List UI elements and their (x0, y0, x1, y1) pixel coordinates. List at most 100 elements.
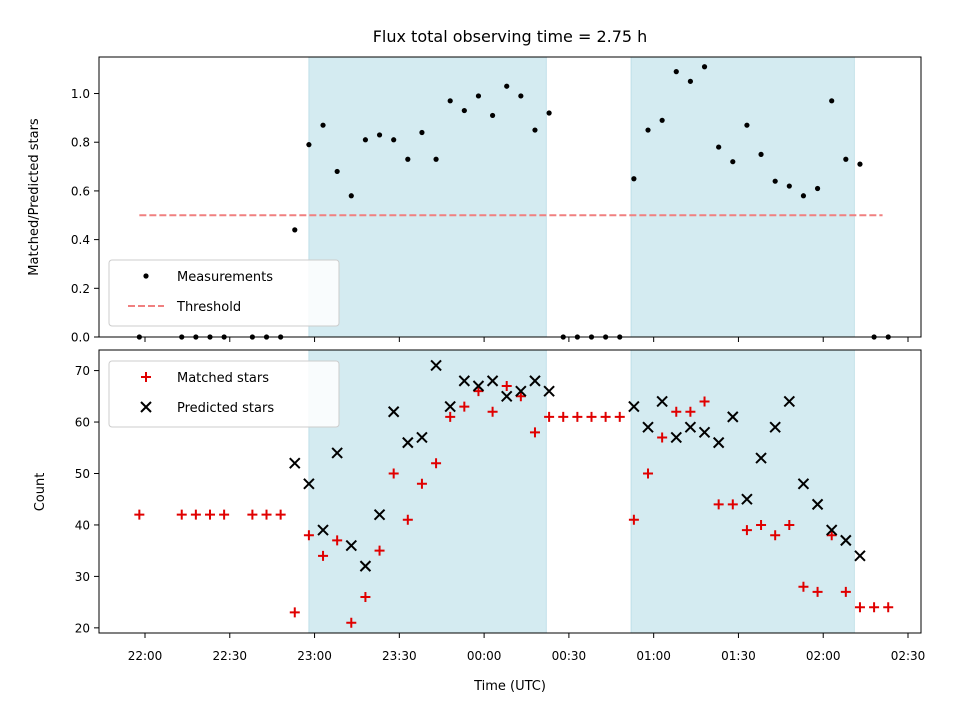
bottom-predicted-stars (289, 359, 866, 572)
measurement-point (532, 127, 538, 133)
measurement-point (475, 93, 482, 99)
measurement-point (518, 93, 524, 99)
legend-matched-marker (141, 372, 151, 382)
measurement-point (687, 78, 694, 84)
x-tick-label: 02:30 (891, 649, 926, 663)
predicted-star-marker (797, 478, 810, 490)
x-tick-label: 01:30 (721, 649, 756, 663)
observing-span-2 (630, 56, 855, 338)
matched-star-marker (770, 530, 781, 541)
x-tick-label: 01:00 (636, 649, 671, 663)
measurement-point (730, 159, 736, 165)
measurement-point (447, 98, 453, 104)
matched-star-marker (727, 499, 738, 510)
matched-star-marker (572, 411, 583, 422)
x-tick-label: 00:30 (552, 649, 587, 663)
bottom-y-tick-label: 20 (75, 621, 90, 635)
matched-star-marker (741, 525, 752, 536)
x-tick-label: 00:00 (467, 649, 502, 663)
matched-star-marker (798, 581, 809, 592)
measurement-point (645, 127, 651, 133)
predicted-star-marker (741, 493, 753, 505)
matched-star-marker (402, 514, 413, 525)
top-y-tick-label: 0.4 (71, 233, 90, 247)
predicted-star-marker (345, 539, 358, 552)
predicted-star-marker (670, 431, 682, 444)
bottom-x-ticks: 22:00 22:30 23:00 23:30 00:00 00:30 01:00 01:30… (128, 633, 926, 663)
legend-predicted-marker (140, 401, 152, 413)
matched-star-marker (176, 509, 187, 520)
matched-star-marker (784, 519, 795, 530)
measurement-point (716, 144, 722, 150)
matched-star-marker (586, 411, 597, 422)
measurement-point (843, 156, 849, 162)
predicted-star-marker (317, 524, 329, 536)
observing-span-2 (630, 349, 855, 634)
matched-star-marker (600, 411, 611, 422)
predicted-star-marker (840, 534, 852, 547)
predicted-star-marker (416, 431, 428, 444)
predicted-star-marker (656, 395, 668, 408)
bottom-y-tick-label: 70 (75, 364, 90, 378)
measurement-point (659, 117, 665, 123)
measurement-point (800, 193, 807, 199)
matched-star-marker (247, 509, 258, 520)
predicted-star-marker (755, 452, 767, 464)
matched-star-marker (657, 432, 668, 443)
matched-star-marker (544, 411, 555, 422)
matched-star-marker (854, 602, 865, 613)
measurement-point (701, 64, 708, 70)
measurement-point (348, 193, 354, 199)
matched-star-marker (812, 586, 823, 597)
matched-star-marker (374, 545, 385, 556)
top-spans (308, 56, 855, 338)
measurement-point (391, 137, 397, 143)
matched-star-marker (685, 406, 696, 417)
matched-star-marker (459, 401, 470, 412)
matched-star-marker (473, 386, 484, 397)
top-legend: Measurements Threshold (108, 259, 340, 327)
measurement-point (419, 129, 425, 136)
predicted-star-marker (698, 426, 711, 439)
x-axis-label: Time (UTC) (473, 679, 546, 694)
matched-star-marker (360, 591, 371, 602)
matched-star-marker (487, 406, 498, 417)
predicted-star-marker (444, 400, 456, 413)
bottom-y-tick-label: 50 (75, 467, 90, 481)
top-y-ticks: 0.0 0.2 0.4 0.6 0.8 1.0 (71, 87, 99, 345)
predicted-star-marker (472, 380, 485, 392)
predicted-star-marker (515, 385, 527, 397)
bottom-y-tick-label: 60 (75, 416, 90, 430)
matched-star-marker (204, 509, 215, 520)
measurement-point (405, 156, 411, 162)
predicted-star-marker (727, 411, 739, 423)
bottom-spans (308, 349, 855, 634)
matched-star-marker (826, 530, 837, 541)
predicted-star-marker (303, 478, 315, 490)
measurement-point (334, 168, 340, 175)
top-y-tick-label: 0.0 (71, 331, 90, 345)
predicted-star-marker (458, 375, 471, 387)
observing-span-1 (308, 56, 547, 338)
chart-title: Flux total observing time = 2.75 h (373, 27, 648, 46)
measurement-point (306, 142, 312, 148)
matched-star-marker (190, 509, 201, 520)
x-tick-label: 23:30 (382, 649, 417, 663)
top-plot-frame (98, 56, 922, 338)
legend-label: Predicted stars (177, 401, 274, 416)
matched-star-marker (529, 427, 540, 438)
matched-star-marker (318, 550, 329, 561)
bottom-y-tick-label: 40 (75, 518, 90, 532)
predicted-star-marker (684, 421, 697, 433)
matched-star-marker (671, 406, 682, 417)
predicted-star-marker (373, 508, 386, 521)
predicted-star-marker (486, 375, 499, 387)
predicted-star-marker (642, 421, 654, 433)
bottom-panel: 22:00 22:30 23:00 23:30 00:00 00:30 01:00 01:30… (33, 349, 926, 694)
measurement-point (829, 98, 835, 104)
matched-star-marker (303, 530, 314, 541)
legend-box (108, 259, 340, 327)
predicted-star-marker (289, 457, 301, 469)
matched-star-marker (346, 617, 357, 628)
